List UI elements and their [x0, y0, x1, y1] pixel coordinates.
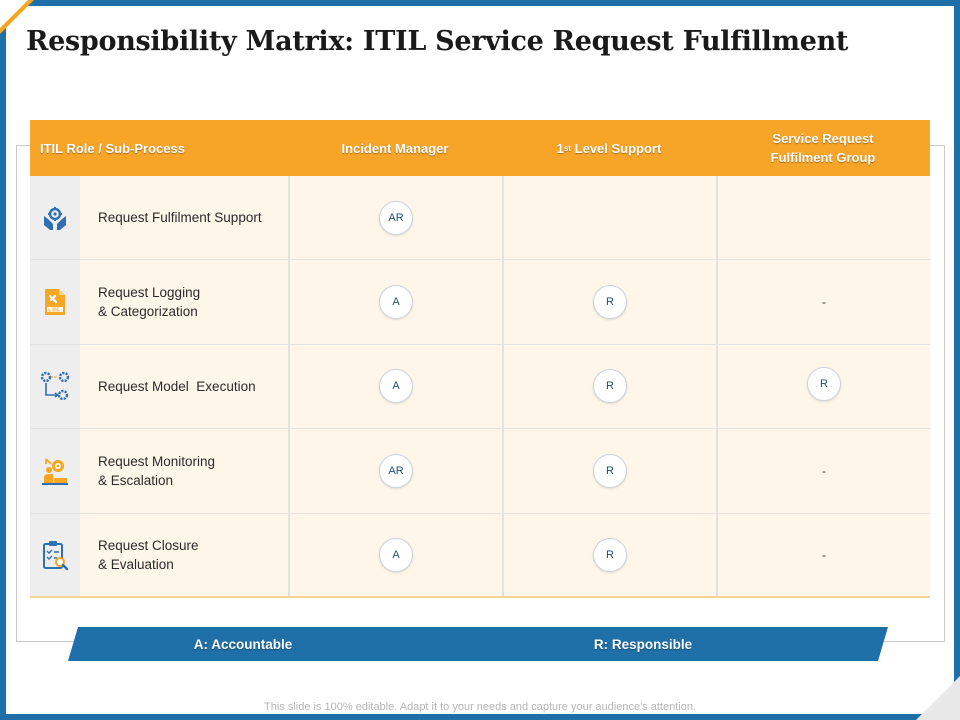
empty-dash: -	[822, 463, 826, 478]
responsibility-matrix: ITIL Role / Sub-Process Incident Manager…	[30, 120, 930, 598]
header-level1-sup: st	[563, 143, 572, 153]
row-label: Request Monitoring & Escalation	[98, 453, 216, 488]
row-label: Request Fulfilment Support	[98, 210, 262, 226]
gears-flow-icon	[40, 372, 70, 401]
cell-level1-support: R	[502, 429, 716, 513]
empty-dash: -	[822, 547, 826, 562]
row-label: Request Model Execution	[98, 378, 256, 394]
cell-level1-support: R	[502, 513, 716, 596]
row-icon-cell	[30, 344, 80, 429]
raci-badge: AR	[379, 200, 413, 235]
raci-badge: A	[379, 537, 413, 572]
header-role: ITIL Role / Sub-Process	[40, 140, 185, 156]
legend-banner	[68, 627, 888, 661]
header-service-group: Service Request Fulfilment Group	[770, 131, 876, 165]
raci-badge: R	[593, 369, 627, 404]
cell-service-group: -	[716, 513, 930, 596]
table-row: Request Fulfilment Support AR	[30, 176, 930, 261]
empty-dash: -	[822, 295, 826, 310]
raci-legend: A: Accountable R: Responsible	[68, 627, 888, 661]
monitoring-person-icon	[42, 458, 68, 485]
raci-badge: R	[593, 453, 627, 488]
slide-footer-note: This slide is 100% editable. Adapt it to…	[264, 701, 696, 713]
table-row: Request Closure & Evaluation A R -	[30, 513, 930, 598]
row-icon-cell	[30, 429, 80, 513]
cell-service-group	[716, 176, 930, 260]
cell-incident-manager: AR	[288, 429, 502, 513]
slide-title: Responsibility Matrix: ITIL Service Requ…	[26, 26, 849, 57]
row-label: Request Closure & Evaluation	[98, 537, 199, 572]
cell-service-group: -	[716, 429, 930, 513]
cell-incident-manager: A	[288, 513, 502, 596]
cell-level1-support: R	[502, 260, 716, 344]
table-header: ITIL Role / Sub-Process Incident Manager…	[30, 120, 930, 176]
hands-gear-icon	[44, 206, 66, 230]
log-file-icon	[45, 289, 65, 316]
cell-incident-manager: A	[288, 344, 502, 429]
cell-level1-support: R	[502, 344, 716, 429]
raci-badge: R	[807, 367, 841, 402]
corner-accent-bottom-right	[916, 676, 960, 720]
cell-incident-manager: A	[288, 260, 502, 344]
row-icon-cell	[30, 260, 80, 344]
raci-badge: A	[379, 369, 413, 404]
table-row: Request Model Execution A R R	[30, 344, 930, 430]
row-icon-cell	[30, 176, 80, 260]
header-incident-manager: Incident Manager	[341, 140, 449, 156]
cell-service-group: -	[716, 260, 930, 344]
row-icon-cell	[30, 513, 80, 596]
legend-accountable: A: Accountable	[193, 636, 293, 652]
cell-level1-support	[502, 176, 716, 260]
corner-accent-top-left-inner	[0, 0, 28, 28]
row-label: Request Logging & Categorization	[98, 285, 201, 320]
raci-badge: R	[593, 537, 627, 572]
raci-badge: A	[379, 285, 413, 320]
table-row: Request Logging & Categorization A R -	[30, 260, 930, 345]
raci-badge: R	[593, 285, 627, 320]
table-row: Request Monitoring & Escalation AR R -	[30, 429, 930, 514]
clipboard-check-icon	[43, 540, 69, 570]
legend-responsible: R: Responsible	[593, 636, 693, 652]
cell-incident-manager: AR	[288, 176, 502, 260]
raci-badge: AR	[379, 453, 413, 488]
header-level1-text: Level Support	[571, 140, 662, 156]
header-level1-number: 1	[556, 140, 564, 156]
cell-service-group: R	[716, 344, 930, 429]
